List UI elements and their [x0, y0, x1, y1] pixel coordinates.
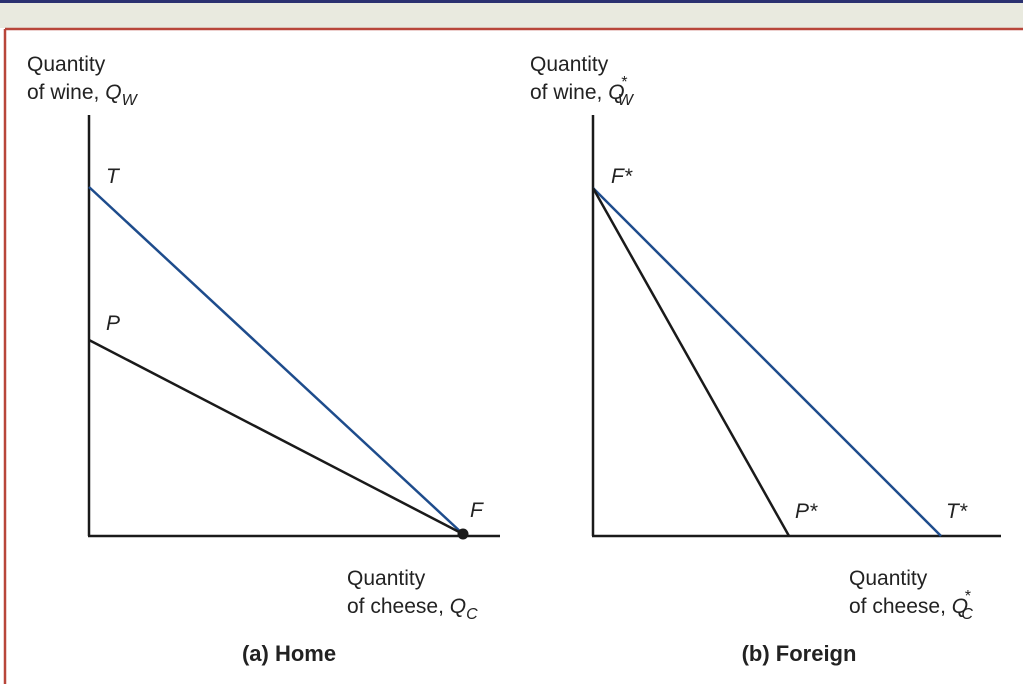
foreign-x-axis-label-line1: Quantity — [849, 567, 928, 590]
foreign-point-f-label: F* — [611, 165, 633, 188]
home-point-f-label: F — [470, 499, 484, 522]
home-trade-line-tf — [88, 186, 464, 535]
home-x-axis-label-line1: Quantity — [347, 567, 426, 590]
home-panel: Quantity of wine, QW T P F Quantity of c… — [27, 53, 500, 666]
foreign-point-p-label: P* — [795, 500, 818, 523]
home-point-f-dot — [457, 528, 469, 540]
foreign-x-axis-label-line2: of cheese, Q* C — [849, 588, 973, 623]
foreign-trade-line-ft — [592, 187, 942, 537]
home-y-axis-label-line1: Quantity — [27, 53, 106, 76]
top-rule — [0, 0, 1023, 3]
top-band — [0, 0, 1023, 28]
foreign-point-t-label: T* — [946, 500, 968, 523]
home-point-t-label: T — [106, 165, 121, 188]
home-point-p-label: P — [106, 312, 120, 335]
foreign-caption: (b) Foreign — [742, 641, 857, 666]
foreign-y-axis-label-line2: of wine, Q* W — [530, 74, 635, 109]
foreign-panel: Quantity of wine, Q* W F* P* T* Quantity … — [530, 53, 1001, 666]
home-production-line-pf — [88, 338, 464, 536]
foreign-production-line-fp — [591, 187, 791, 537]
home-caption: (a) Home — [242, 641, 336, 666]
home-y-axis-label-line2: of wine, QW — [27, 81, 139, 109]
foreign-y-axis-label-line1: Quantity — [530, 53, 609, 76]
home-x-axis-label-line2: of cheese, QC — [347, 595, 478, 623]
